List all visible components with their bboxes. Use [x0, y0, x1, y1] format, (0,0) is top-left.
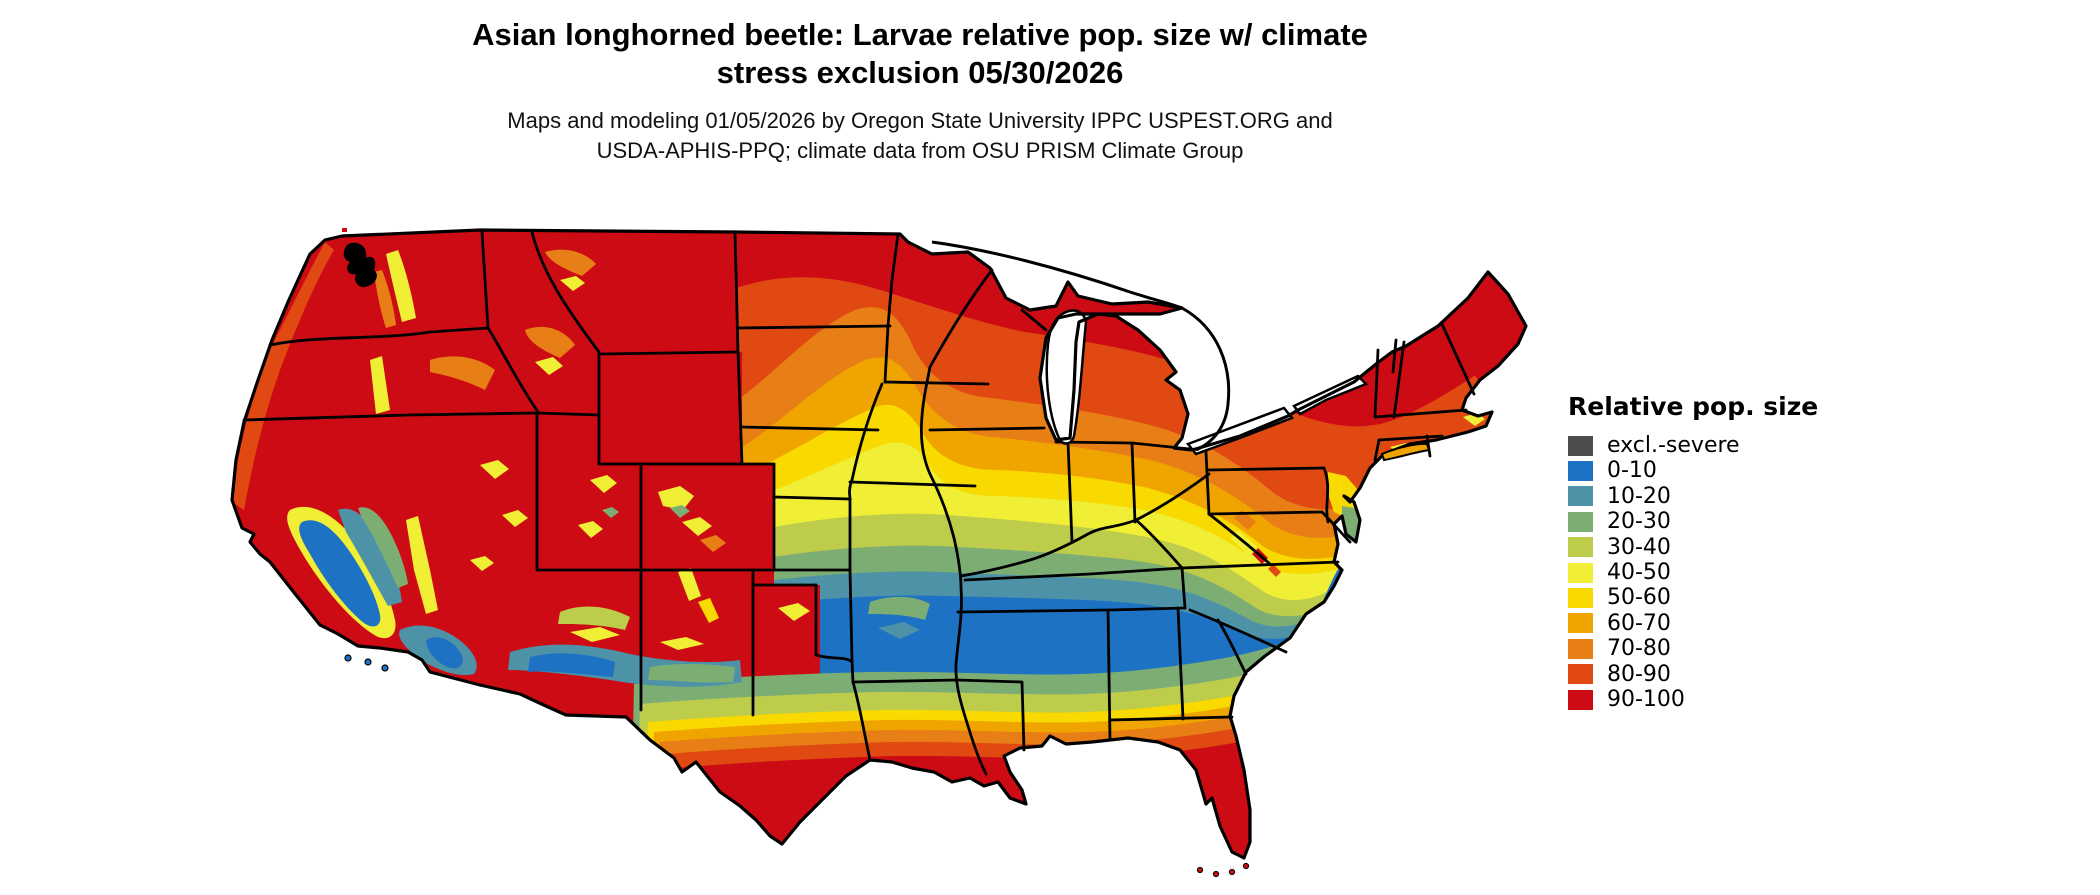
puget-sound-inlets [343, 242, 377, 288]
page-title-line2: stress exclusion 05/30/2026 [716, 55, 1124, 90]
conus-outline [230, 228, 1528, 860]
subtitle-line2: USDA-APHIS-PPQ; climate data from OSU PR… [596, 138, 1244, 163]
legend-label-30-40: 30-40 [1607, 534, 1671, 560]
population-raster-layers [232, 230, 1526, 858]
legend-item-90-100: 90-100 [1568, 687, 1868, 712]
legend-swatch-30-40 [1568, 537, 1593, 558]
legend-item-20-30: 20-30 [1568, 509, 1868, 534]
lake-superior-border [931, 240, 1183, 310]
lake-huron-border [1181, 306, 1231, 452]
legend-label-40-50: 40-50 [1607, 559, 1671, 585]
legend-item-0-10: 0-10 [1568, 458, 1868, 483]
legend-item-30-40: 30-40 [1568, 535, 1868, 560]
legend: Relative pop. size excl.-severe 0-10 10-… [1568, 392, 1868, 712]
legend-item-excl-severe: excl.-severe [1568, 433, 1868, 458]
map-container [230, 210, 1530, 890]
legend-label-20-30: 20-30 [1607, 509, 1671, 535]
legend-swatch-60-70 [1568, 613, 1593, 634]
legend-swatch-10-20 [1568, 486, 1593, 507]
legend-label-10-20: 10-20 [1607, 483, 1671, 509]
legend-item-10-20: 10-20 [1568, 484, 1868, 509]
legend-item-60-70: 60-70 [1568, 611, 1868, 636]
legend-title: Relative pop. size [1568, 392, 1819, 421]
legend-swatch-50-60 [1568, 588, 1593, 609]
legend-swatch-40-50 [1568, 562, 1593, 583]
subtitle-line1: Maps and modeling 01/05/2026 by Oregon S… [507, 108, 1333, 133]
legend-label-0-10: 0-10 [1607, 458, 1657, 484]
legend-label-90-100: 90-100 [1607, 686, 1685, 712]
channel-islands [344, 654, 389, 672]
coastal-islet [342, 228, 347, 232]
legend-swatch-0-10 [1568, 461, 1593, 482]
legend-label-70-80: 70-80 [1607, 636, 1671, 662]
legend-swatch-20-30 [1568, 511, 1593, 532]
legend-item-40-50: 40-50 [1568, 560, 1868, 585]
legend-label-excl-severe: excl.-severe [1607, 433, 1740, 458]
florida-keys [1196, 862, 1250, 878]
legend-label-80-90: 80-90 [1607, 661, 1671, 687]
long-island [1380, 442, 1431, 462]
legend-item-80-90: 80-90 [1568, 662, 1868, 687]
title-block: Asian longhorned beetle: Larvae relative… [170, 16, 1670, 166]
legend-item-70-80: 70-80 [1568, 636, 1868, 661]
legend-swatch-70-80 [1568, 638, 1593, 659]
conus-raster-map [230, 228, 1528, 878]
legend-label-50-60: 50-60 [1607, 585, 1671, 611]
legend-item-50-60: 50-60 [1568, 585, 1868, 610]
legend-swatch-excl-severe [1568, 435, 1593, 456]
state-borders [242, 230, 1476, 776]
legend-swatch-90-100 [1568, 689, 1593, 710]
legend-label-60-70: 60-70 [1607, 610, 1671, 636]
page-title-line1: Asian longhorned beetle: Larvae relative… [472, 17, 1368, 52]
legend-swatch-80-90 [1568, 664, 1593, 685]
